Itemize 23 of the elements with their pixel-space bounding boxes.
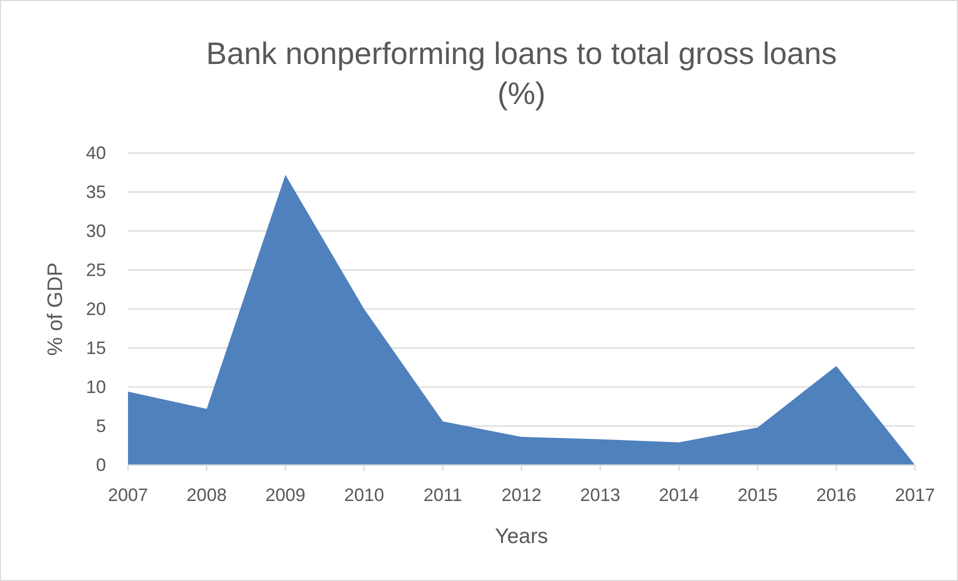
y-tick-label: 5 [96,416,106,436]
chart-title: Bank nonperforming loans to total gross loans (%) [206,36,837,111]
y-tick-label: 25 [86,260,106,280]
x-tick-label: 2017 [894,485,936,505]
y-tick-label: 40 [86,143,106,163]
y-tick-label: 10 [86,377,106,397]
y-tick-label: 20 [86,299,106,319]
y-tick-label: 35 [86,182,106,202]
x-tick-label: 2010 [344,485,384,505]
x-tick-label: 2008 [186,485,227,505]
x-tick-label: 2007 [108,485,148,505]
x-tick-label: 2012 [501,485,542,505]
x-tick-label: 2016 [816,485,856,505]
x-tick-label: 2015 [738,485,778,505]
x-axis-title: Years [495,525,548,548]
y-tick-label: 0 [96,455,106,475]
x-tick-label: 2011 [423,485,462,505]
x-tick-label: 2009 [265,485,306,505]
x-tick-label: 2014 [658,485,699,505]
y-axis-title: % of GDP [44,262,67,356]
y-tick-label: 15 [86,338,106,358]
x-tick-label: 2013 [580,485,620,505]
y-tick-label: 30 [86,221,106,241]
